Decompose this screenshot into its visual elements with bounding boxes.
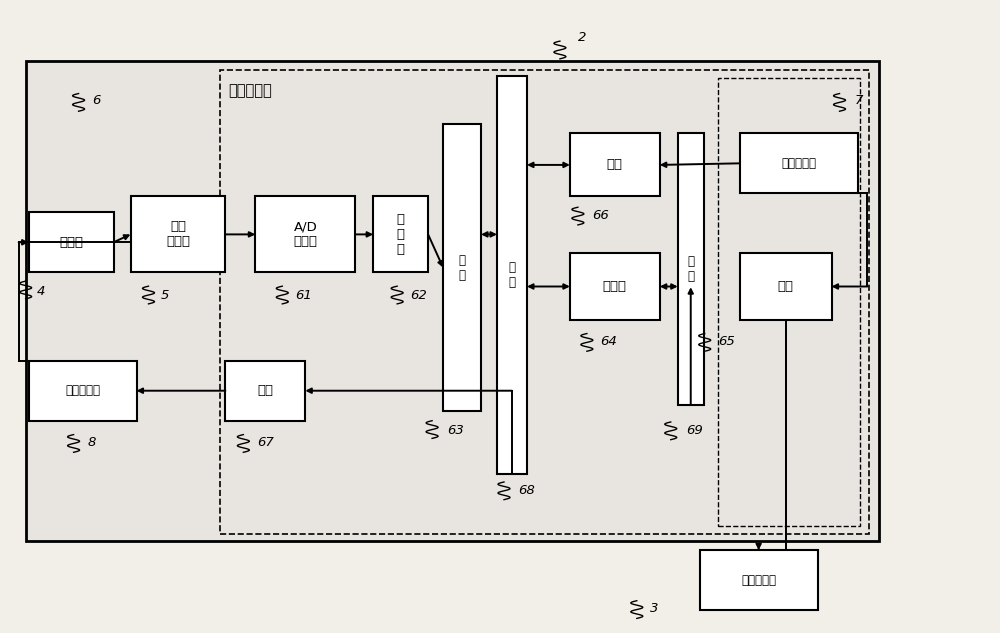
Text: 8: 8 bbox=[88, 436, 96, 449]
Bar bbox=[29, 212, 114, 272]
Text: 微计算机部: 微计算机部 bbox=[228, 83, 272, 98]
Text: 控制部: 控制部 bbox=[603, 280, 627, 293]
Bar bbox=[220, 70, 869, 534]
Text: 65: 65 bbox=[718, 335, 734, 348]
Bar bbox=[718, 78, 860, 526]
Bar bbox=[26, 61, 879, 541]
Text: 界面: 界面 bbox=[607, 158, 623, 172]
Text: 装置结构部: 装置结构部 bbox=[65, 384, 100, 398]
Bar bbox=[570, 134, 660, 196]
Text: 67: 67 bbox=[257, 436, 274, 449]
Text: 68: 68 bbox=[518, 484, 535, 497]
Bar bbox=[678, 134, 704, 405]
Text: 总
线: 总 线 bbox=[687, 255, 694, 283]
Bar bbox=[443, 124, 481, 411]
Text: 2: 2 bbox=[578, 31, 586, 44]
Text: 数据处理部: 数据处理部 bbox=[741, 573, 776, 587]
Bar bbox=[131, 196, 225, 272]
Text: 5: 5 bbox=[160, 289, 169, 302]
Bar bbox=[255, 196, 355, 272]
Text: 演
算
部: 演 算 部 bbox=[397, 213, 405, 256]
Text: 62: 62 bbox=[410, 289, 427, 302]
Text: 69: 69 bbox=[686, 423, 702, 437]
Text: A/D
转换部: A/D 转换部 bbox=[293, 220, 317, 248]
Text: 64: 64 bbox=[600, 335, 617, 348]
Text: 63: 63 bbox=[447, 423, 464, 437]
Text: 界面: 界面 bbox=[257, 384, 273, 398]
Text: 61: 61 bbox=[295, 289, 312, 302]
Text: 66: 66 bbox=[592, 209, 609, 222]
Bar bbox=[700, 550, 818, 610]
Text: 检测部: 检测部 bbox=[59, 235, 83, 249]
Text: 总
线: 总 线 bbox=[508, 261, 515, 289]
Text: 显示操作部: 显示操作部 bbox=[781, 157, 816, 170]
Text: 界面: 界面 bbox=[778, 280, 794, 293]
Bar bbox=[497, 77, 527, 474]
Bar bbox=[570, 253, 660, 320]
Text: 6: 6 bbox=[93, 94, 101, 107]
Bar bbox=[373, 196, 428, 272]
Text: 4: 4 bbox=[37, 285, 45, 298]
Text: 模拟
处理部: 模拟 处理部 bbox=[166, 220, 190, 248]
Text: 7: 7 bbox=[855, 94, 863, 107]
Bar bbox=[740, 134, 858, 193]
Text: 3: 3 bbox=[650, 602, 658, 615]
Bar bbox=[740, 253, 832, 320]
Bar bbox=[29, 361, 137, 421]
Text: 界
面: 界 面 bbox=[459, 254, 466, 282]
Bar bbox=[225, 361, 305, 421]
